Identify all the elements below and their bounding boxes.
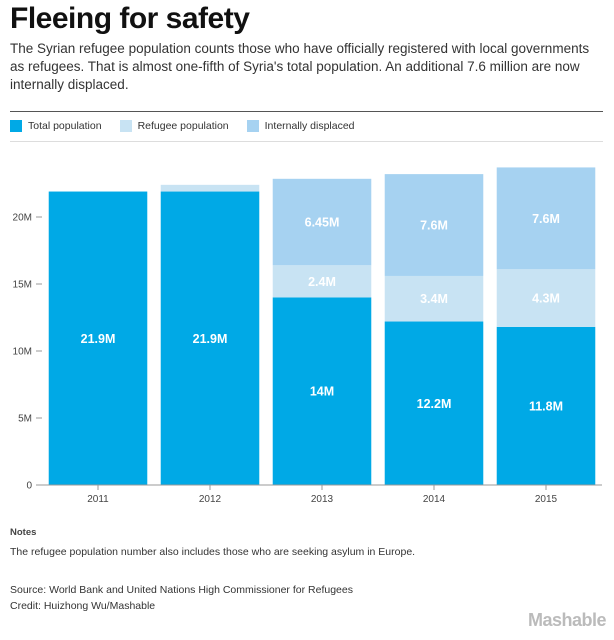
legend-label-refugee: Refugee population: [137, 120, 229, 132]
data-label: 7.6M: [532, 212, 560, 226]
notes-heading: Notes: [10, 527, 37, 538]
bar-segment: [272, 178, 372, 266]
bar-segment: [160, 191, 260, 486]
bar-segment: [48, 191, 148, 486]
bar-segment: [160, 184, 260, 192]
x-tick-label: 2013: [311, 494, 334, 505]
data-label: 2.4M: [308, 275, 336, 289]
y-tick-label: 10M: [13, 347, 32, 358]
y-tick-label: 15M: [13, 280, 32, 291]
legend-swatch-refugee: [119, 120, 132, 132]
legend-label-total: Total population: [28, 120, 102, 132]
data-label: 4.3M: [532, 292, 560, 306]
bar-segment: [272, 265, 372, 298]
legend-label-displaced: Internally displaced: [264, 120, 355, 132]
legend-divider: [10, 141, 603, 142]
bar-segment: [496, 167, 596, 270]
bar-segment: [384, 174, 484, 276]
chart-title: Fleeing for safety: [10, 2, 250, 35]
bar-segment: [384, 321, 484, 485]
mashable-logo: Mashable: [527, 610, 607, 630]
data-label: 11.8M: [529, 399, 563, 413]
data-label: 21.9M: [193, 332, 228, 346]
chart-subtitle: The Syrian refugee population counts tho…: [10, 41, 590, 92]
source-line: Source: World Bank and United Nations Hi…: [10, 584, 353, 596]
credit-line: Credit: Huizhong Wu/Mashable: [10, 600, 156, 612]
data-label: 3.4M: [420, 292, 448, 306]
title-divider: [10, 111, 603, 112]
x-tick-label: 2012: [199, 494, 222, 505]
legend-swatch-total: [10, 120, 22, 132]
data-label: 21.9M: [81, 332, 116, 346]
bar-segment: [384, 275, 484, 322]
legend-item-total: Total population: [10, 120, 102, 132]
bar-segment: [496, 326, 596, 485]
source-credit: Source: World Bank and United Nations Hi…: [10, 582, 353, 614]
x-tick-label: 2011: [87, 494, 109, 505]
legend-item-refugee: Refugee population: [119, 120, 229, 132]
data-label: 6.45M: [305, 216, 340, 230]
legend: Total population Refugee population Inte…: [10, 120, 373, 132]
y-tick-label: 5M: [18, 414, 32, 425]
data-label: 12.2M: [417, 397, 452, 411]
data-label: 7.6M: [420, 219, 448, 233]
y-tick-label: 0: [26, 481, 32, 492]
legend-swatch-displaced: [246, 120, 259, 132]
bar-segment: [496, 269, 596, 327]
y-tick-label: 20M: [13, 213, 32, 224]
x-tick-label: 2015: [535, 494, 558, 505]
notes-text: The refugee population number also inclu…: [10, 546, 416, 558]
x-tick-label: 2014: [423, 494, 446, 505]
bar-segment: [272, 297, 372, 485]
legend-item-displaced: Internally displaced: [246, 120, 355, 132]
data-label: 14M: [310, 385, 334, 399]
